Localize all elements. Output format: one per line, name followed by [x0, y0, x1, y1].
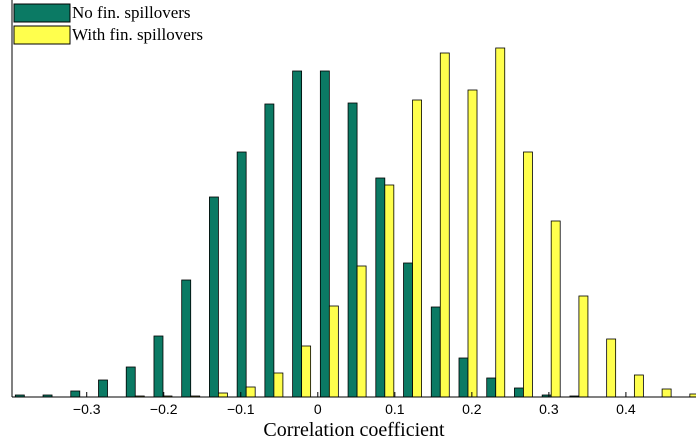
bar — [486, 377, 497, 398]
bar — [578, 295, 589, 398]
bar — [347, 102, 358, 398]
legend-label: No fin. spillovers — [72, 3, 191, 22]
x-tick-label: 0.1 — [385, 401, 405, 417]
x-tick-label: −0.3 — [73, 401, 101, 417]
bar — [98, 379, 108, 398]
bar — [523, 151, 533, 398]
bar — [606, 338, 617, 398]
bar — [633, 374, 644, 398]
bar — [328, 305, 339, 398]
x-tick-label: −0.1 — [227, 401, 255, 417]
bar — [403, 262, 413, 398]
bar — [153, 335, 164, 398]
bar — [264, 103, 275, 398]
bar — [412, 99, 422, 398]
bar — [125, 366, 136, 398]
bar — [273, 372, 284, 398]
bar — [467, 89, 478, 398]
x-tick-label: 0.4 — [616, 401, 636, 417]
x-tick-label: −0.2 — [150, 401, 178, 417]
legend-swatch — [13, 25, 71, 45]
bar — [439, 52, 450, 398]
bar — [319, 70, 330, 398]
bar — [218, 392, 228, 398]
legend-swatch — [13, 3, 71, 23]
legend-label: With fin. spillovers — [72, 25, 203, 44]
bar — [661, 388, 672, 398]
bar — [70, 390, 81, 398]
x-tick-label: 0.3 — [539, 401, 559, 417]
bar — [375, 177, 386, 398]
bar — [356, 265, 367, 398]
bar — [236, 151, 247, 398]
bar — [181, 279, 192, 398]
bar — [245, 386, 256, 398]
bar — [458, 357, 469, 398]
bar — [209, 196, 219, 398]
bar — [550, 220, 561, 398]
x-tick-label: 0 — [314, 401, 322, 417]
bar — [514, 387, 524, 398]
x-tick-label: 0.2 — [462, 401, 482, 417]
bar — [384, 184, 395, 398]
bar — [301, 345, 312, 398]
x-axis-label: Correlation coefficient — [263, 419, 445, 441]
bar — [430, 306, 441, 398]
bar — [495, 47, 506, 398]
bar — [292, 70, 303, 398]
